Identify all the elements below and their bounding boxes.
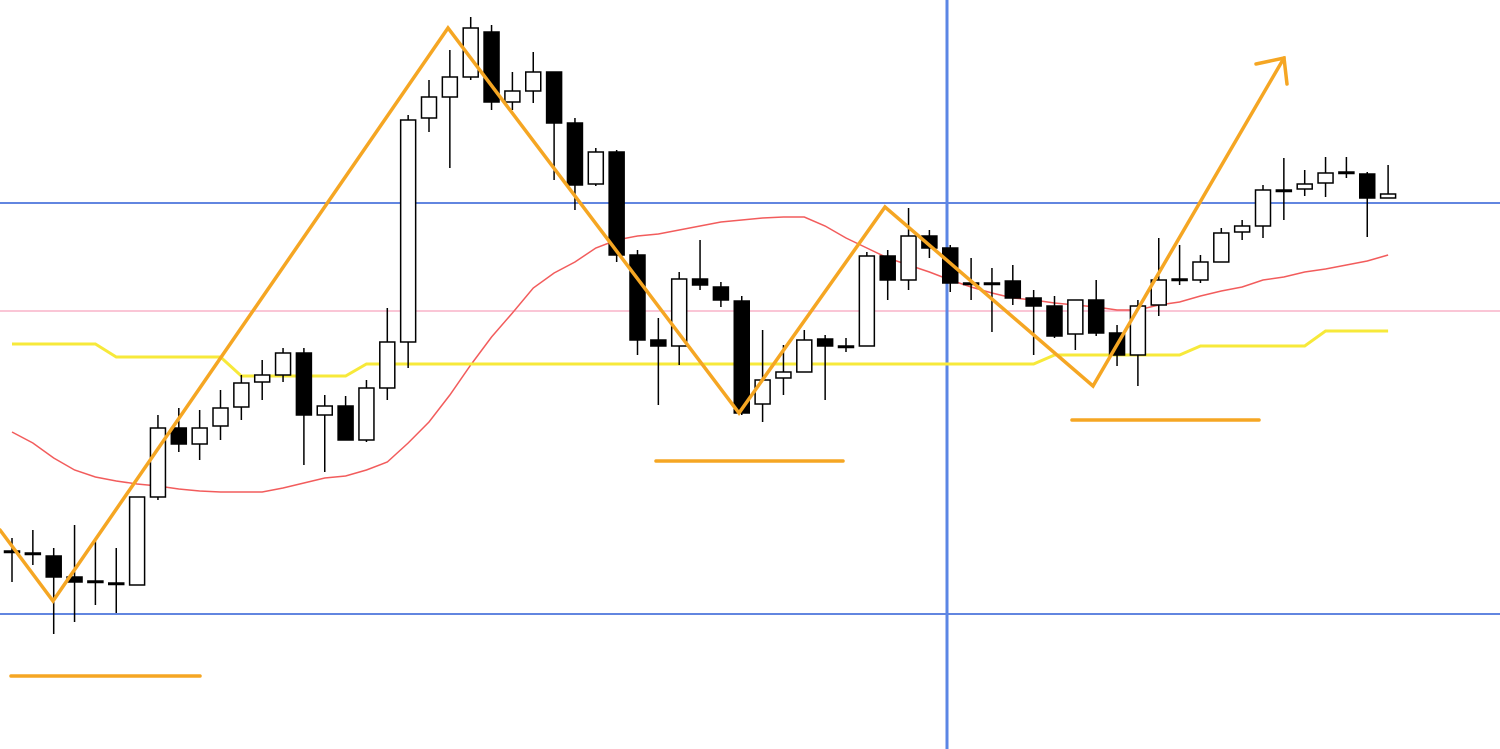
- candle-body: [1025, 297, 1042, 307]
- candle-body: [1379, 193, 1397, 199]
- candle-body: [108, 582, 125, 586]
- candle-body: [253, 374, 271, 383]
- candle-body: [1171, 278, 1188, 282]
- candle-body: [796, 339, 813, 373]
- candle-body: [170, 427, 188, 445]
- candle-body: [1338, 171, 1355, 175]
- candle-body: [358, 387, 375, 441]
- candle-body: [691, 278, 709, 286]
- candle-body: [420, 96, 438, 119]
- candle-body: [24, 552, 42, 556]
- candle-body: [650, 339, 667, 347]
- candle-body: [399, 119, 417, 343]
- candle-body: [1317, 172, 1334, 184]
- candle-body: [274, 352, 292, 376]
- candle-body: [504, 90, 521, 103]
- candle-body: [379, 341, 396, 389]
- candle-body: [87, 580, 104, 584]
- candle-body: [191, 427, 208, 445]
- candle-body: [233, 382, 250, 408]
- candle-body: [1046, 305, 1063, 337]
- candle-body: [212, 407, 229, 427]
- candle-body: [1296, 183, 1313, 190]
- candle-body: [1067, 299, 1084, 335]
- candle-body: [566, 122, 584, 186]
- candle-body: [900, 235, 917, 281]
- candle-body: [879, 255, 896, 281]
- candle-body: [942, 247, 959, 284]
- candle-body: [1233, 225, 1251, 233]
- candle-body: [608, 151, 625, 256]
- candle-body: [295, 352, 313, 416]
- arrow-head: [1254, 55, 1289, 86]
- candle-body: [712, 286, 730, 301]
- candle-body: [629, 254, 646, 341]
- candle-body: [754, 379, 771, 405]
- candle-body: [3, 550, 21, 554]
- candle-body: [837, 345, 855, 349]
- candle-body: [45, 555, 62, 578]
- candle-body: [483, 31, 500, 103]
- annotations: [0, 25, 1289, 678]
- candle-body: [733, 300, 750, 414]
- candle-body: [587, 151, 605, 185]
- candle-body: [1192, 261, 1209, 281]
- candle-body: [525, 71, 542, 92]
- candle-body: [1150, 279, 1167, 306]
- candle-body: [128, 496, 146, 586]
- candle-body: [1254, 189, 1272, 227]
- candle-body: [858, 255, 876, 347]
- candle-body: [1275, 189, 1293, 193]
- candle-body: [1359, 173, 1376, 199]
- candle-body: [921, 235, 938, 249]
- candle-body: [1213, 232, 1230, 263]
- candle-body: [441, 76, 459, 98]
- indicator-line: [12, 329, 1389, 378]
- zigzag: [0, 25, 1286, 605]
- candle-body: [775, 371, 792, 379]
- candle-body: [983, 282, 1001, 286]
- candle-body: [1129, 305, 1147, 356]
- candles: [3, 17, 1397, 634]
- candle-body: [316, 405, 333, 416]
- candle-body: [1004, 280, 1022, 299]
- candle-body: [816, 338, 834, 347]
- candle-body: [337, 405, 354, 441]
- candle-body: [1087, 299, 1105, 334]
- candle-body: [545, 71, 563, 124]
